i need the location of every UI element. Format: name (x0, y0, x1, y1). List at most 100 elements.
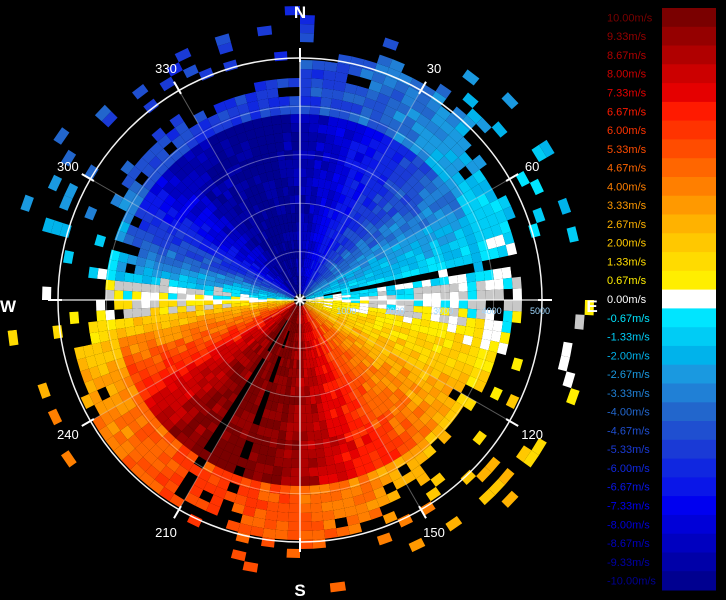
velocity-cell (183, 255, 194, 265)
velocity-cell (268, 97, 280, 108)
velocity-cell (80, 394, 95, 409)
velocity-cell (346, 187, 356, 199)
velocity-cell (278, 357, 285, 367)
velocity-cell (523, 450, 539, 468)
velocity-cell (106, 269, 117, 281)
velocity-cell (531, 438, 547, 456)
velocity-cell (287, 303, 296, 310)
velocity-cell (337, 193, 347, 205)
velocity-cell (339, 375, 348, 386)
velocity-cell (314, 223, 321, 234)
velocity-cell (218, 264, 229, 272)
velocity-cell (320, 429, 330, 440)
velocity-cell (280, 284, 289, 292)
velocity-cell (291, 222, 297, 232)
velocity-cell (306, 231, 311, 241)
velocity-cell (174, 418, 188, 432)
velocity-cell (132, 308, 142, 318)
velocity-cell (400, 169, 413, 182)
velocity-cell (461, 363, 474, 376)
velocity-cell (289, 231, 294, 241)
velocity-cell (350, 296, 360, 300)
velocity-cell (434, 253, 445, 264)
velocity-cell (335, 321, 345, 328)
colorbar-label: 6.00m/s (607, 125, 647, 137)
velocity-cell (451, 171, 465, 186)
velocity-cell (370, 347, 381, 357)
velocity-cell (278, 347, 285, 358)
velocity-cell (308, 349, 313, 360)
velocity-cell (244, 401, 254, 413)
velocity-cell (283, 270, 290, 280)
velocity-cell (276, 303, 286, 308)
velocity-cell (328, 371, 336, 382)
velocity-cell (267, 198, 276, 209)
velocity-cell (339, 330, 349, 338)
velocity-cell (476, 280, 486, 291)
velocity-cell (308, 280, 316, 289)
velocity-cell (274, 336, 281, 346)
velocity-cell (202, 257, 213, 266)
velocity-cell (300, 186, 306, 196)
velocity-cell (300, 305, 303, 315)
velocity-cell (274, 277, 283, 285)
velocity-cell (321, 286, 331, 292)
velocity-cell (300, 422, 307, 432)
velocity-cell (410, 366, 423, 377)
velocity-cell (404, 288, 414, 295)
velocity-cell (424, 431, 438, 445)
velocity-cell (341, 300, 351, 303)
velocity-cell (340, 165, 351, 177)
velocity-cell (409, 350, 421, 360)
velocity-cell (422, 225, 434, 236)
velocity-cell (359, 414, 371, 426)
velocity-cell (334, 462, 346, 474)
velocity-cell (338, 146, 350, 158)
velocity-cell (154, 472, 170, 487)
velocity-cell (493, 310, 504, 322)
velocity-cell (193, 110, 208, 124)
velocity-cell (6, 314, 17, 331)
velocity-cell (249, 297, 259, 300)
velocity-cell (92, 376, 106, 391)
velocity-cell (211, 197, 223, 209)
velocity-cell (218, 328, 229, 336)
velocity-cell (268, 322, 277, 330)
velocity-cell (415, 92, 431, 107)
velocity-cell (268, 288, 278, 293)
velocity-cell (126, 224, 139, 237)
velocity-cell (336, 63, 350, 74)
azimuth-label: 210 (155, 525, 177, 540)
velocity-cell (269, 309, 279, 315)
velocity-cell (225, 235, 236, 246)
velocity-cell (366, 410, 377, 423)
velocity-cell (301, 332, 305, 342)
velocity-cell (448, 128, 464, 143)
velocity-cell (164, 194, 177, 207)
velocity-cell (421, 312, 432, 321)
velocity-cell (357, 76, 372, 89)
velocity-cell (302, 240, 307, 250)
velocity-cell (193, 476, 208, 490)
velocity-cell (372, 395, 384, 407)
velocity-cells (6, 6, 594, 593)
velocity-cell (285, 231, 291, 242)
velocity-cell (423, 249, 435, 260)
velocity-cell (482, 226, 494, 240)
velocity-cell (187, 513, 203, 528)
velocity-cell (183, 199, 196, 212)
velocity-cell (322, 207, 330, 218)
velocity-cell (422, 364, 434, 375)
velocity-cell (290, 123, 300, 133)
velocity-cell (448, 275, 459, 285)
velocity-cell (313, 385, 320, 395)
velocity-cell (240, 296, 250, 300)
velocity-cell (345, 468, 358, 480)
velocity-cell (289, 359, 294, 369)
velocity-cell (410, 223, 423, 234)
velocity-cell (303, 288, 310, 296)
velocity-cell (393, 456, 407, 469)
velocity-cell (442, 250, 454, 262)
velocity-cell (453, 380, 466, 393)
velocity-cell (306, 278, 312, 287)
